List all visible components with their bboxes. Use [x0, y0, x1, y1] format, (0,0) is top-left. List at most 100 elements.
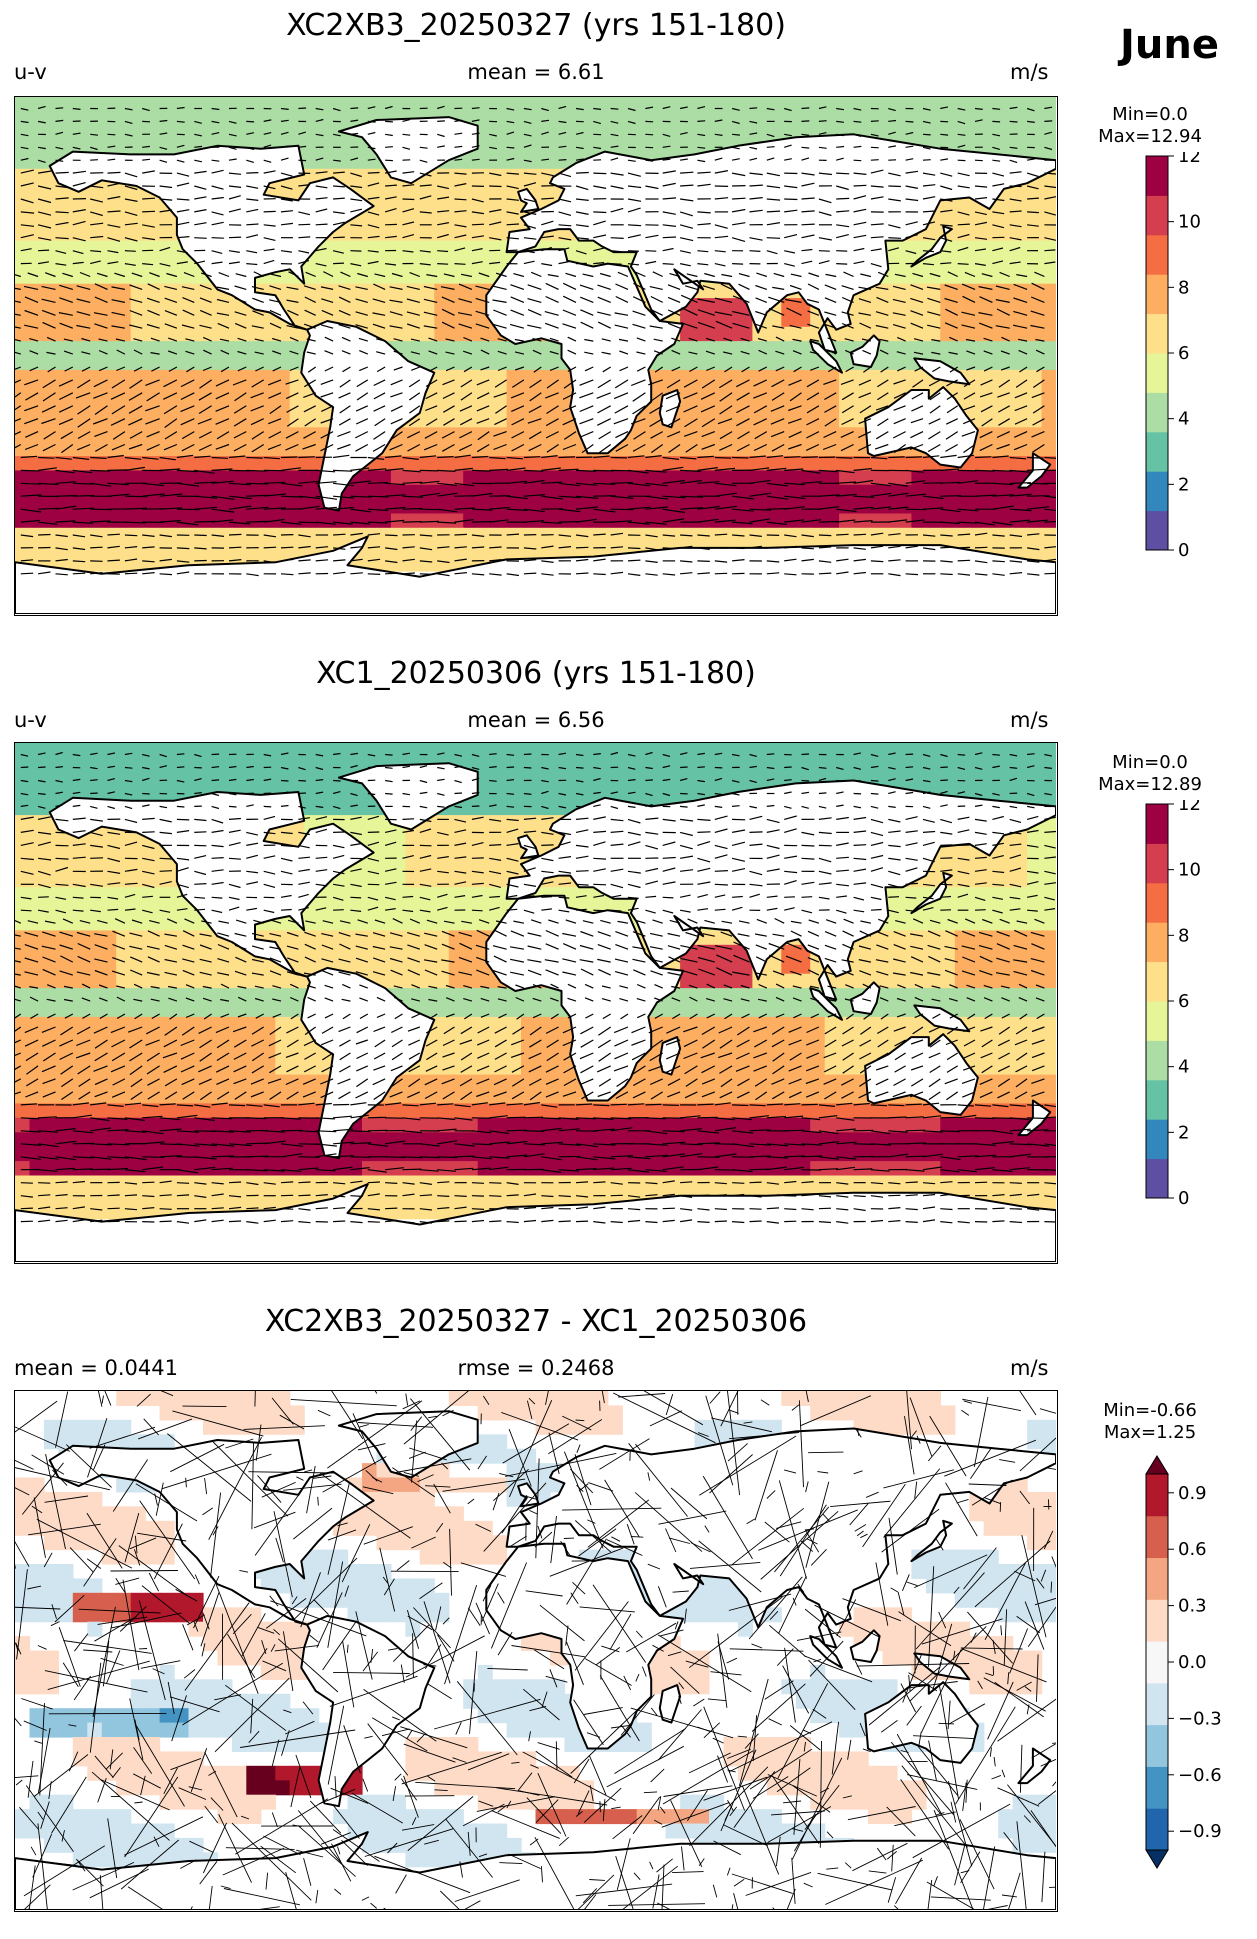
- wind-arrow: [724, 366, 733, 373]
- wind-arrow: [20, 169, 34, 174]
- wind-arrow: [511, 405, 525, 412]
- wind-arrow: [233, 431, 247, 439]
- wind-arrow: [159, 132, 168, 135]
- wind-arrow: [974, 211, 987, 216]
- data-cell: [390, 743, 406, 758]
- wind-arrow: [593, 469, 614, 472]
- data-cell: [1012, 183, 1028, 199]
- wind-arrow: [541, 197, 554, 200]
- data-cell: [231, 412, 247, 428]
- wind-arrow: [801, 234, 815, 239]
- data-cell: [954, 298, 970, 314]
- wind-arrow: [893, 379, 906, 385]
- wind-arrow: [719, 392, 733, 402]
- wind-arrow: [965, 338, 976, 342]
- data-cell: [781, 427, 797, 443]
- wind-arrow: [610, 237, 624, 239]
- wind-arrow: [494, 418, 507, 426]
- wind-arrow: [562, 323, 577, 329]
- data-cell: [246, 312, 262, 328]
- wind-arrow: [460, 379, 473, 388]
- wind-arrow: [124, 198, 138, 202]
- wind-arrow: [974, 185, 988, 188]
- wind-arrow: [732, 559, 745, 562]
- data-cell: [781, 341, 797, 357]
- wind-arrow: [159, 519, 181, 523]
- wind-arrow: [211, 261, 223, 265]
- data-cell: [333, 154, 349, 170]
- wind-arrow: [905, 170, 919, 174]
- wind-arrow: [801, 223, 815, 226]
- wind-arrow: [286, 405, 299, 413]
- data-cell: [636, 499, 652, 515]
- data-cell: [983, 771, 999, 787]
- data-cell: [376, 470, 392, 486]
- wind-arrow: [610, 546, 624, 549]
- data-cell: [145, 341, 161, 357]
- wind-arrow: [940, 224, 953, 227]
- wind-arrow: [298, 250, 310, 254]
- data-cell: [231, 527, 247, 543]
- wind-arrow: [652, 271, 663, 278]
- data-cell: [723, 427, 739, 443]
- data-cell: [781, 757, 797, 773]
- data-cell: [983, 312, 999, 328]
- wind-arrow: [928, 418, 941, 425]
- wind-arrow: [879, 349, 889, 355]
- data-cell: [130, 542, 146, 558]
- data-cell: [1027, 499, 1043, 515]
- wind-arrow: [476, 379, 490, 386]
- wind-arrow: [357, 272, 368, 278]
- wind-arrow: [754, 431, 768, 440]
- data-cell: [376, 240, 392, 256]
- wind-arrow: [671, 366, 681, 372]
- wind-arrow: [784, 482, 805, 486]
- data-cell: [463, 743, 479, 758]
- wind-arrow: [580, 321, 594, 329]
- data-cell: [159, 757, 175, 773]
- data-cell: [289, 527, 305, 543]
- data-cell: [810, 484, 826, 500]
- data-cell: [116, 456, 132, 471]
- data-cell: [15, 499, 31, 515]
- wind-arrow: [541, 107, 549, 112]
- wind-arrow: [228, 559, 242, 562]
- wind-arrow: [736, 443, 750, 452]
- wind-arrow: [957, 144, 966, 148]
- wind-arrow: [681, 307, 698, 316]
- data-cell: [492, 499, 508, 515]
- wind-arrow: [510, 296, 525, 303]
- data-cell: [43, 240, 59, 256]
- data-cell: [448, 197, 464, 213]
- data-cell: [535, 743, 551, 758]
- data-cell: [535, 154, 551, 170]
- wind-arrow: [888, 492, 909, 497]
- wind-arrow: [714, 467, 736, 471]
- wind-arrow: [90, 572, 103, 575]
- data-cell: [362, 269, 378, 285]
- data-cell: [477, 111, 493, 127]
- wind-arrow: [579, 418, 594, 425]
- wind-arrow: [662, 247, 674, 252]
- wind-arrow: [523, 508, 546, 513]
- data-cell: [275, 183, 291, 199]
- data-cell: [246, 542, 262, 558]
- wind-arrow: [211, 519, 234, 523]
- wind-arrow: [558, 468, 579, 471]
- wind-arrow: [373, 392, 386, 400]
- wind-arrow: [458, 323, 473, 329]
- wind-arrow: [880, 366, 889, 373]
- data-cell: [694, 412, 710, 428]
- data-cell: [737, 527, 753, 543]
- data-cell: [145, 484, 161, 500]
- wind-arrow: [37, 211, 52, 216]
- data-cell: [593, 125, 609, 141]
- colorbar-segment: [1146, 471, 1168, 512]
- wind-arrow: [770, 418, 785, 425]
- data-cell: [752, 125, 768, 141]
- panel-2-mean-label: mean = 6.56: [467, 708, 605, 732]
- data-cell: [737, 369, 753, 385]
- wind-arrow: [176, 159, 185, 163]
- data-cell: [709, 456, 725, 471]
- data-cell: [145, 226, 161, 242]
